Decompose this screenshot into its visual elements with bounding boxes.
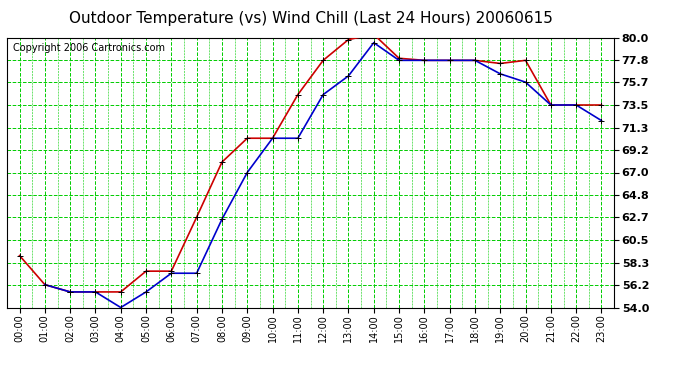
Text: Outdoor Temperature (vs) Wind Chill (Last 24 Hours) 20060615: Outdoor Temperature (vs) Wind Chill (Las… [68,11,553,26]
Text: Copyright 2006 Cartronics.com: Copyright 2006 Cartronics.com [13,43,165,53]
